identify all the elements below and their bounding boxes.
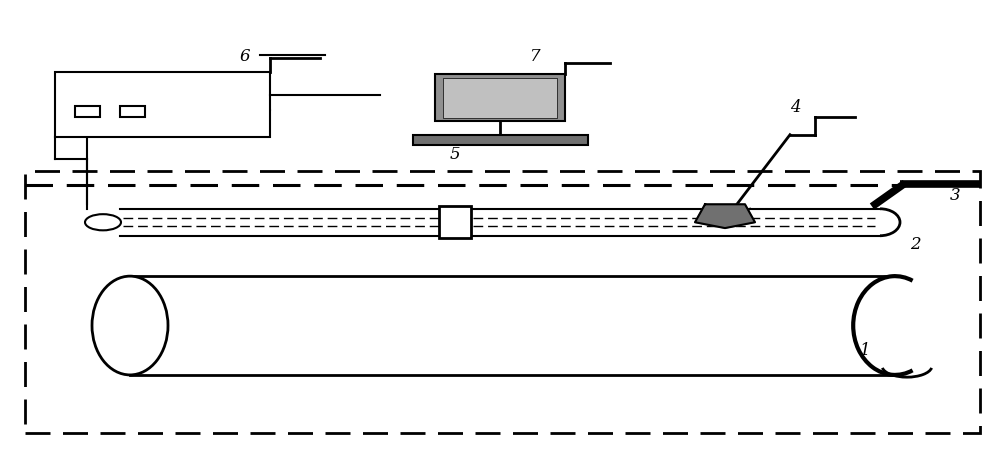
Text: 5: 5 [450,146,460,163]
Bar [443,78,557,118]
Text: 3: 3 [950,187,960,204]
Text: 4: 4 [790,99,800,116]
Text: 7: 7 [530,48,540,65]
Bar [75,106,100,117]
Bar [439,206,471,238]
Bar [25,171,980,433]
Text: 6: 6 [240,48,250,65]
Bar [435,74,565,121]
Bar [413,135,588,145]
Circle shape [85,214,121,230]
Ellipse shape [92,276,168,375]
Polygon shape [695,204,755,228]
Bar [120,106,145,117]
Bar [55,72,270,137]
Text: 1: 1 [860,342,870,359]
Text: 2: 2 [910,236,920,253]
